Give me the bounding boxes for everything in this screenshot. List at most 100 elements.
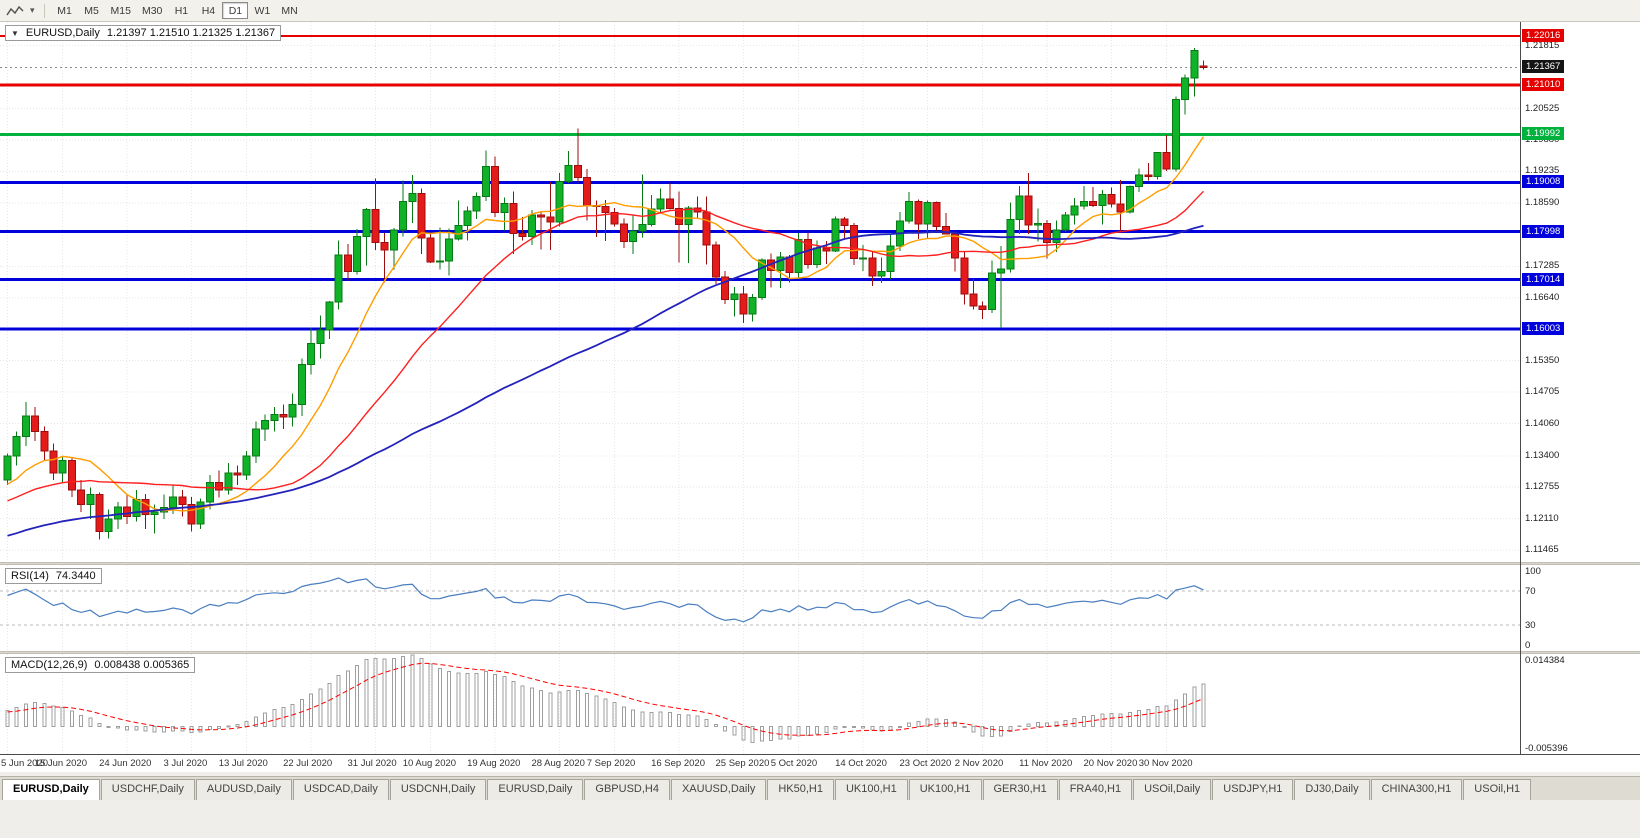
bottom-tab-hk50-h1[interactable]: HK50,H1 [767,779,834,800]
ohlc-values: 1.21397 1.21510 1.21325 1.21367 [106,27,276,39]
price-axis-label: 1.15350 [1525,354,1560,366]
timeframe-button-m1[interactable]: M1 [57,5,72,17]
date-axis-label: 3 Jul 2020 [163,758,208,769]
date-axis-label: 24 Jun 2020 [99,758,152,769]
timeframe-button-m5[interactable]: M5 [84,5,99,17]
symbol-ohlc-readout: ▼ EURUSD,Daily 1.21397 1.21510 1.21325 1… [5,25,282,41]
price-axis-label: 1.12755 [1525,481,1560,493]
price-axis-label: 1.19235 [1525,165,1560,177]
date-axis-label: 19 Aug 2020 [467,758,521,769]
date-axis-label: 2 Nov 2020 [954,758,1004,769]
date-axis-label: 5 Jun 2020 [1,758,49,769]
macd-header: MACD(12,26,9) 0.008438 0.005365 [5,657,196,673]
rsi-axis-label: 0 [1525,640,1531,651]
bottom-tab-usoil-h1[interactable]: USOil,H1 [1463,779,1532,800]
macd-panel[interactable]: MACD(12,26,9) 0.008438 0.005365 [0,654,1520,754]
date-axis-label: 22 Jul 2020 [283,758,333,769]
date-axis-label: 10 Aug 2020 [402,758,457,769]
bottom-tab-eurusd-daily[interactable]: EURUSD,Daily [487,779,584,800]
timeframe-button-h1[interactable]: H1 [174,5,189,17]
current-price-label: 1.21367 [1522,60,1565,74]
bottom-tab-usdcnh-daily[interactable]: USDCNH,Daily [389,779,487,800]
timeframe-button-m15[interactable]: M15 [110,5,131,17]
bottom-tab-usdchf-daily[interactable]: USDCHF,Daily [100,779,195,800]
symbol-label: EURUSD,Daily [25,27,100,39]
date-axis-label: 5 Oct 2020 [770,758,818,769]
rsi-panel[interactable]: RSI(14) 74.3440 [0,565,1520,651]
bottom-tab-usdcad-daily[interactable]: USDCAD,Daily [292,779,389,800]
main-price-panel[interactable]: ▼ EURUSD,Daily 1.21397 1.21510 1.21325 1… [0,22,1520,562]
rsi-name: RSI(14) [11,570,49,582]
price-axis-label: 1.14060 [1525,417,1560,429]
price-chart[interactable] [0,22,1520,562]
bottom-tab-uk100-h1[interactable]: UK100,H1 [908,779,982,800]
window-footer [0,800,1640,838]
hline-price-label: 1.19992 [1522,127,1565,141]
bottom-tab-eurusd-daily[interactable]: EURUSD,Daily [2,779,100,800]
macd-chart[interactable] [0,654,1520,754]
price-axis[interactable]: 1.218151.205251.198801.192351.185901.172… [1521,22,1640,562]
hline-price-label: 1.17998 [1522,224,1565,238]
price-axis-label: 1.11465 [1525,544,1559,556]
date-axis-label: 11 Nov 2020 [1019,758,1073,769]
date-axis-label: 31 Jul 2020 [347,758,397,769]
rsi-chart[interactable] [0,565,1520,651]
macd-axis-label: -0.005396 [1525,743,1568,754]
date-axis-label: 23 Oct 2020 [899,758,952,769]
timeframe-button-h4[interactable]: H4 [201,5,216,17]
hline-price-label: 1.16003 [1522,321,1565,335]
date-axis-label: 30 Nov 2020 [1138,758,1193,769]
axis-divider [1520,22,1521,754]
hline-price-label: 1.21010 [1522,77,1565,91]
rsi-header: RSI(14) 74.3440 [5,568,102,584]
rsi-axis-label: 100 [1525,566,1541,577]
chart-window: ▼ EURUSD,Daily 1.21397 1.21510 1.21325 1… [0,22,1640,772]
timeframe-button-m30[interactable]: M30 [141,5,163,17]
bottom-tab-ger30-h1[interactable]: GER30,H1 [982,779,1058,800]
date-axis-label: 14 Oct 2020 [835,758,887,769]
bottom-tab-uk100-h1[interactable]: UK100,H1 [834,779,908,800]
panel-splitter[interactable] [0,562,1640,565]
panel-splitter[interactable] [0,651,1640,654]
date-axis-label: 16 Sep 2020 [651,758,705,769]
bottom-tab-xauusd-daily[interactable]: XAUUSD,Daily [670,779,767,800]
hline-price-label: 1.19008 [1522,175,1565,189]
price-axis-label: 1.16640 [1525,291,1560,303]
date-axis-label: 28 Aug 2020 [531,758,585,769]
macd-name: MACD(12,26,9) [11,659,88,671]
timeframe-button-w1[interactable]: W1 [254,5,271,17]
price-axis-label: 1.13400 [1525,449,1560,461]
date-axis-label: 20 Nov 2020 [1083,758,1138,769]
bottom-tab-audusd-daily[interactable]: AUDUSD,Daily [195,779,292,800]
rsi-axis: 100 70 30 0 [1521,565,1640,651]
bottom-tab-usoil-daily[interactable]: USOil,Daily [1133,779,1212,800]
rsi-axis-label: 70 [1525,585,1536,597]
collapse-arrow-icon[interactable]: ▼ [11,28,19,38]
chart-tab-bar: EURUSD,Daily USDCHF,Daily AUDUSD,Daily USDC… [0,776,1640,800]
bottom-tab-china300-h1[interactable]: CHINA300,H1 [1370,779,1463,800]
price-axis-label: 1.18590 [1525,196,1560,208]
price-axis-label: 1.12110 [1525,512,1559,524]
chart-line-icon[interactable] [4,4,26,18]
date-axis-label: 7 Sep 2020 [586,758,636,769]
bottom-tab-gbpusd-h4[interactable]: GBPUSD,H4 [584,779,670,800]
timeframe-buttons: M1 M5 M15 M30 H1 H4 D1 W1 MN [52,2,303,19]
price-axis-label: 1.20525 [1525,102,1560,114]
price-axis-label: 1.21815 [1525,39,1560,51]
rsi-axis-label: 30 [1525,620,1536,632]
hline-price-label: 1.17014 [1522,272,1565,286]
bottom-tab-fra40-h1[interactable]: FRA40,H1 [1058,779,1133,800]
macd-axis: 0.014384 -0.005396 [1521,654,1640,754]
chevron-down-icon[interactable]: ▾ [30,5,35,15]
timeframe-button-d1[interactable]: D1 [222,2,249,19]
rsi-value: 74.3440 [55,570,96,582]
date-axis-label: 13 Jul 2020 [218,758,268,769]
price-axis-label: 1.17285 [1525,260,1560,272]
timeframe-toolbar: ▾ M1 M5 M15 M30 H1 H4 D1 W1 MN [0,0,1640,22]
bottom-tab-usdjpy-h1[interactable]: USDJPY,H1 [1212,779,1294,800]
bottom-tab-dj30-daily[interactable]: DJ30,Daily [1294,779,1370,800]
timeframe-button-mn[interactable]: MN [281,5,298,17]
macd-values: 0.008438 0.005365 [94,659,190,671]
date-axis-label: 25 Sep 2020 [715,758,770,769]
date-axis[interactable]: 5 Jun 2020 15 Jun 2020 24 Jun 2020 3 Jul 20… [0,754,1640,772]
